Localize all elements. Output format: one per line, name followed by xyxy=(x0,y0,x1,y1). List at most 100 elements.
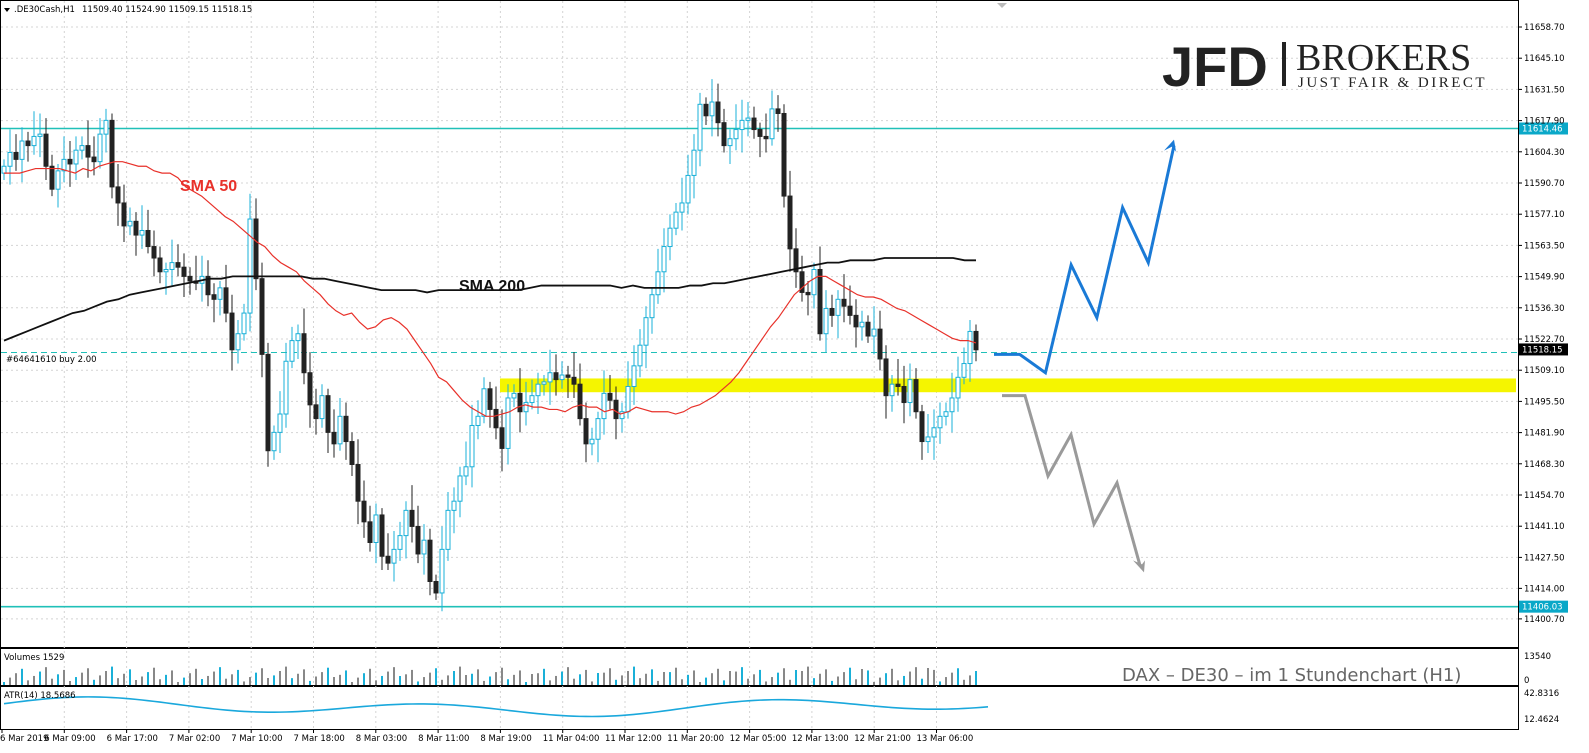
candle-body xyxy=(211,294,217,300)
candle-body xyxy=(481,388,487,417)
candle-body xyxy=(7,151,13,167)
candle-body xyxy=(343,415,349,443)
candle-body xyxy=(949,397,955,413)
candle-body xyxy=(121,202,127,227)
candle-body xyxy=(31,135,37,147)
sma50-line xyxy=(4,161,977,417)
x-tick-label: 6 Mar 2019 xyxy=(0,734,48,744)
candle-body xyxy=(547,372,553,383)
candle-body xyxy=(301,333,307,374)
candle-body xyxy=(313,404,319,420)
candle-body xyxy=(817,268,823,335)
candle-body xyxy=(415,525,421,555)
candle-body xyxy=(445,509,451,550)
candle-body xyxy=(895,383,901,387)
candle-body xyxy=(739,119,745,131)
y-tick-label: 11481.90 xyxy=(1524,429,1565,439)
y-tick-label: 11414.00 xyxy=(1524,584,1565,594)
candle-body xyxy=(937,415,943,429)
candle-body xyxy=(823,307,829,335)
y-tick-label: 11454.70 xyxy=(1524,491,1565,501)
y-axis: 11658.70 11645.10 11631.50 11617.90 11604.30… xyxy=(1518,23,1565,625)
candle-body xyxy=(25,140,31,147)
x-tick-label: 8 Mar 19:00 xyxy=(480,734,531,744)
candle-body xyxy=(613,399,619,420)
atr-polyline xyxy=(3,696,989,718)
candle-body xyxy=(529,395,535,404)
candle-body xyxy=(757,129,763,137)
candle-body xyxy=(169,262,175,270)
candle-body xyxy=(91,156,97,163)
candle-body xyxy=(385,555,391,564)
order-label: #64641610 buy 2.00 xyxy=(6,355,97,365)
candle-body xyxy=(775,108,781,114)
sma50-annotation: SMA 50 xyxy=(180,178,237,195)
y-tick-label: 11536.30 xyxy=(1524,304,1565,314)
candle-body xyxy=(307,372,313,406)
candle-body xyxy=(379,514,385,557)
scroll-marker-icon xyxy=(997,3,1007,8)
symbol-label: .DE30Cash,H1 xyxy=(14,5,75,15)
candle-body xyxy=(151,246,157,259)
candle-body xyxy=(505,397,511,449)
candle-body xyxy=(283,360,289,415)
atr-line xyxy=(3,696,989,718)
candle-body xyxy=(745,117,751,121)
candle-body xyxy=(733,129,739,140)
candle-body xyxy=(661,246,667,273)
candle-body xyxy=(691,149,697,176)
candle-body xyxy=(391,548,397,564)
x-tick-label: 8 Mar 03:00 xyxy=(356,734,407,744)
y-tick-label: 11590.70 xyxy=(1524,179,1565,189)
candle-body xyxy=(721,122,727,147)
candle-body xyxy=(631,365,637,387)
candle-body xyxy=(667,227,673,248)
support-zone xyxy=(500,378,1516,393)
candle-body xyxy=(127,220,133,227)
x-tick-label: 8 Mar 11:00 xyxy=(418,734,469,744)
candle-body xyxy=(841,298,847,307)
candle-body xyxy=(97,133,103,163)
y-tick-label: 11563.50 xyxy=(1524,241,1565,251)
candle-body xyxy=(871,328,877,337)
candle-body xyxy=(439,548,445,594)
candle-body xyxy=(403,509,409,537)
dropdown-arrow-icon[interactable] xyxy=(4,8,10,12)
candle-body xyxy=(133,220,139,236)
candle-body xyxy=(55,170,61,190)
candle-body xyxy=(259,278,265,355)
candle-body xyxy=(469,424,475,468)
candle-body xyxy=(517,392,523,413)
candle-body xyxy=(67,158,73,165)
candle-body xyxy=(235,333,241,351)
candle-body xyxy=(865,321,871,337)
y-tick-label: 11522.70 xyxy=(1524,335,1565,345)
candle-body xyxy=(61,158,67,172)
candle-body xyxy=(919,411,925,443)
candle-body xyxy=(241,312,247,335)
candle-body xyxy=(49,165,55,190)
level-tag-label: 11406.03 xyxy=(1522,603,1563,613)
candle-body xyxy=(751,117,757,131)
x-tick-label: 7 Mar 02:00 xyxy=(169,734,220,744)
candle-body xyxy=(607,392,613,401)
candle-body xyxy=(859,321,865,328)
candle-body xyxy=(577,383,583,420)
candle-body xyxy=(361,500,367,523)
candle-body xyxy=(565,374,571,378)
ohlc-label: 11509.40 11524.90 11509.15 11518.15 xyxy=(82,5,252,15)
y-tick-label: 11631.50 xyxy=(1524,85,1565,95)
candle-body xyxy=(397,535,403,550)
candle-body xyxy=(655,271,661,296)
candle-body xyxy=(961,363,967,378)
candle-body xyxy=(931,427,937,438)
atr-max-label: 42.8316 xyxy=(1524,689,1559,699)
candle-body xyxy=(847,305,853,316)
candle-body xyxy=(157,257,163,273)
candle-body xyxy=(493,408,499,429)
candle-body xyxy=(277,413,283,433)
candle-body xyxy=(85,145,91,158)
candle-body xyxy=(115,186,121,204)
x-tick-label: 7 Mar 18:00 xyxy=(294,734,345,744)
